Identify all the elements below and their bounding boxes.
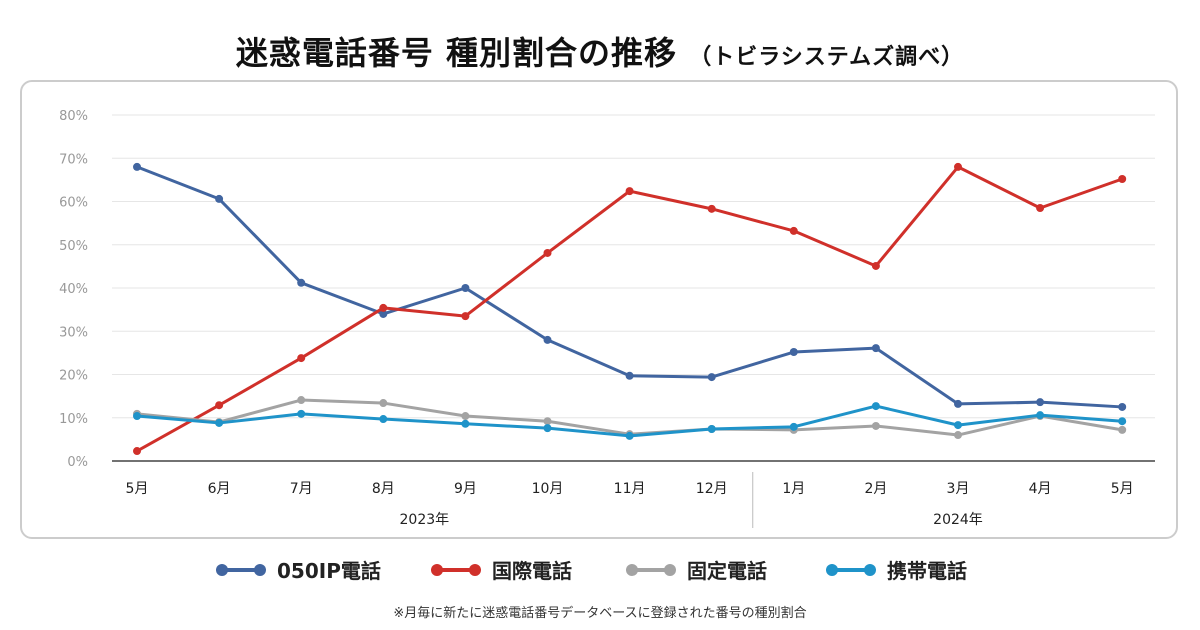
data-point (297, 278, 306, 287)
data-point (1118, 425, 1127, 434)
x-tick-label: 2月 (864, 481, 887, 497)
data-point (789, 226, 798, 235)
chart-card (20, 80, 1178, 539)
legend-item: 050IP電話 (215, 555, 381, 584)
data-point (215, 401, 224, 410)
x-tick-label: 5月 (1111, 481, 1134, 497)
data-point (379, 399, 388, 408)
data-point (707, 424, 716, 433)
series-050IP電話 (133, 162, 1127, 411)
data-point (461, 312, 470, 321)
x-tick-label: 9月 (454, 481, 477, 497)
data-point (461, 419, 470, 428)
y-tick-label: 80% (59, 109, 88, 124)
data-point (707, 204, 716, 213)
chart-title: 迷惑電話番号 種別割合の推移 （トビラシステムズ調べ） (0, 28, 1200, 74)
title-main: 迷惑電話番号 種別割合の推移 (235, 34, 678, 72)
data-point (1118, 417, 1127, 426)
legend-label: 携帯電話 (887, 559, 967, 583)
x-tick-label: 5月 (126, 481, 149, 497)
data-point (789, 348, 798, 357)
y-tick-label: 70% (59, 152, 88, 167)
data-point (871, 344, 880, 353)
data-point (954, 421, 962, 430)
x-tick-label: 12月 (696, 481, 728, 497)
y-tick-label: 20% (59, 369, 88, 384)
data-point (954, 431, 962, 440)
series-携帯電話 (133, 402, 1127, 440)
data-point (871, 402, 880, 411)
legend-item: 固定電話 (625, 555, 767, 584)
data-point (543, 424, 552, 433)
footnote: ※月毎に新たに迷惑電話番号データベースに登録された番号の種別割合 (393, 606, 807, 621)
data-point (625, 431, 634, 440)
data-point (461, 412, 470, 421)
data-point (297, 409, 306, 418)
data-point (871, 261, 880, 270)
data-point (1036, 411, 1045, 420)
data-point (1118, 402, 1127, 411)
data-point (379, 415, 388, 424)
data-point (1118, 175, 1127, 184)
legend-line-icon (216, 563, 266, 576)
data-point (215, 418, 224, 427)
data-point (954, 162, 962, 171)
year-label: 2023年 (400, 512, 450, 528)
x-tick-label: 3月 (947, 481, 970, 497)
legend-item: 携帯電話 (825, 555, 967, 584)
y-tick-label: 40% (59, 282, 88, 297)
legend-label: 国際電話 (492, 559, 572, 583)
data-point (625, 371, 634, 380)
legend-line-icon (626, 563, 676, 576)
x-tick-label: 6月 (208, 481, 231, 497)
y-tick-label: 60% (59, 196, 88, 211)
title-sub: （トビラシステムズ調べ） (689, 45, 965, 70)
series-国際電話 (133, 162, 1127, 456)
data-point (379, 303, 388, 312)
x-tick-label: 1月 (782, 481, 805, 497)
data-point (133, 412, 141, 421)
legend-line-icon (826, 563, 876, 576)
data-point (133, 162, 141, 171)
data-point (543, 417, 552, 426)
x-tick-label: 10月 (532, 481, 564, 497)
series-line (136, 165, 1123, 453)
data-point (379, 309, 388, 318)
y-tick-label: 50% (59, 239, 88, 254)
legend: 050IP電話 国際電話 固定電話 携帯電話 (0, 555, 1200, 583)
data-point (215, 194, 224, 203)
x-tick-label: 4月 (1029, 481, 1052, 497)
data-point (543, 248, 552, 257)
data-point (1036, 398, 1045, 407)
data-point (133, 447, 141, 456)
y-tick-label: 10% (59, 412, 88, 427)
y-tick-label: 0% (67, 455, 88, 470)
legend-item: 国際電話 (430, 555, 572, 584)
data-point (954, 399, 962, 408)
x-tick-label: 11月 (614, 481, 646, 497)
legend-label: 050IP電話 (277, 559, 381, 583)
data-point (871, 421, 880, 430)
x-tick-label: 7月 (290, 481, 313, 497)
data-point (297, 396, 306, 405)
data-point (1036, 203, 1045, 212)
data-point (297, 354, 306, 363)
year-label: 2024年 (933, 512, 983, 528)
y-tick-label: 30% (59, 325, 88, 340)
data-point (461, 284, 470, 292)
data-point (543, 335, 552, 344)
data-point (789, 422, 798, 431)
legend-line-icon (431, 563, 481, 576)
data-point (625, 187, 634, 196)
series-line (136, 165, 1123, 409)
data-point (707, 373, 716, 382)
legend-label: 固定電話 (687, 559, 767, 583)
x-tick-label: 8月 (372, 481, 395, 497)
